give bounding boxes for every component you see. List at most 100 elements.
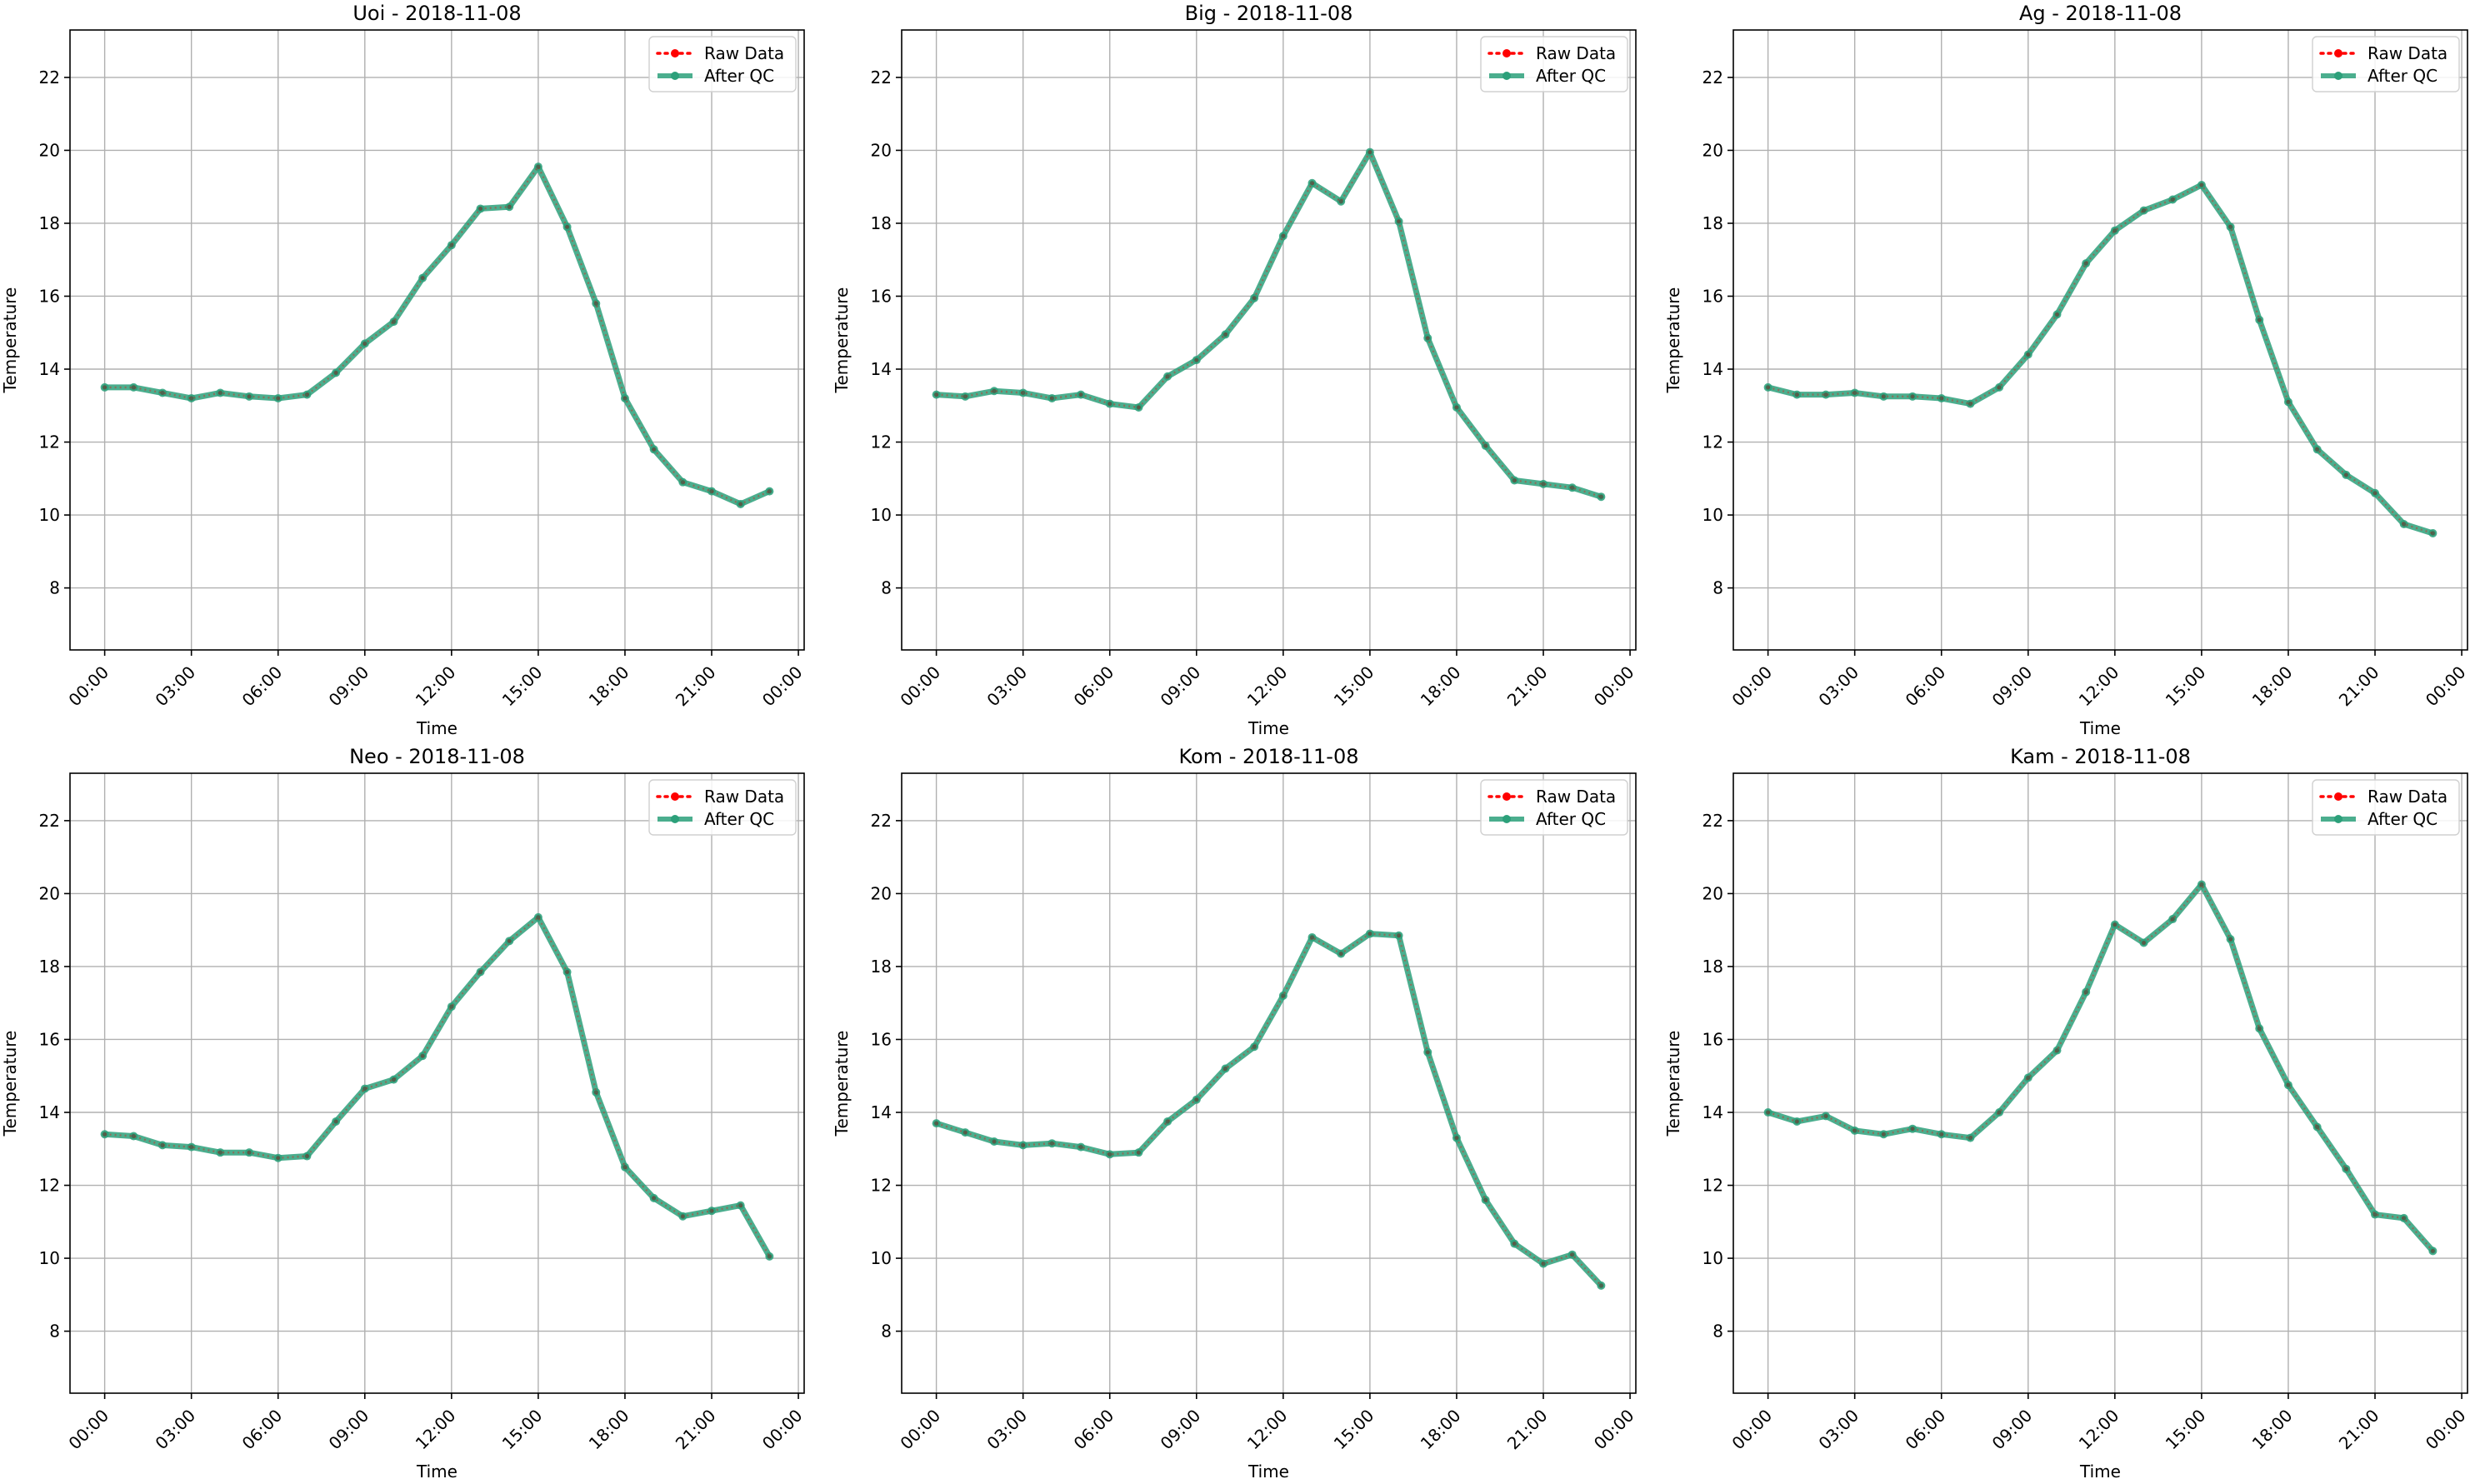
y-axis-label: Temperature [832,1031,852,1137]
data-point-raw-data [1396,219,1402,224]
x-tick-label: 09:00 [1157,662,1205,711]
x-axis-label: Time [2079,1462,2121,1482]
data-point-raw-data [1794,1119,1799,1124]
data-point-raw-data [247,394,252,399]
data-point-raw-data [2372,1212,2378,1217]
legend-label-raw-data: Raw Data [704,43,784,63]
y-axis-label: Temperature [0,1031,20,1137]
data-point-raw-data [2286,1082,2291,1087]
x-tick-label: 21:00 [1503,1406,1552,1454]
data-point-raw-data [391,319,397,324]
data-point-raw-data [1136,405,1142,410]
data-point-raw-data [536,164,541,169]
data-point-raw-data [478,969,483,975]
y-tick-label: 14 [39,359,60,379]
y-tick-label: 14 [39,1102,60,1122]
data-point-raw-data [1165,1119,1170,1124]
data-point-raw-data [652,1196,657,1201]
x-tick-label: 18:00 [1417,662,1465,711]
data-point-raw-data [767,1254,772,1259]
legend-marker-after-qc [671,815,679,823]
data-point-raw-data [2315,1124,2320,1130]
x-tick-label: 00:00 [896,662,944,711]
y-tick-label: 10 [39,1248,60,1268]
data-point-raw-data [1281,233,1286,238]
x-tick-label: 09:00 [1988,662,2037,711]
data-point-raw-data [1108,1152,1112,1157]
y-tick-label: 22 [39,811,60,831]
data-point-raw-data [1021,390,1026,396]
data-point-raw-data [1281,993,1286,998]
data-point-raw-data [2054,1048,2060,1053]
data-point-raw-data [1309,181,1315,186]
y-tick-label: 12 [39,1176,60,1196]
data-point-raw-data [1309,935,1315,940]
data-point-raw-data [2170,197,2175,202]
data-point-raw-data [2083,261,2088,266]
legend-marker-raw-data [1502,792,1511,801]
data-point-raw-data [1483,1197,1488,1202]
data-point-raw-data [1939,396,1944,401]
data-point-raw-data [1368,150,1372,155]
legend-label-after-qc: After QC [704,809,774,829]
data-point-raw-data [1512,1241,1517,1247]
data-point-raw-data [962,394,968,399]
y-tick-label: 16 [871,1029,892,1049]
x-tick-label: 12:00 [1243,1406,1292,1454]
series-line-after-qc [102,163,772,507]
data-point-raw-data [1852,1128,1858,1133]
x-tick-label: 00:00 [896,1406,944,1454]
data-point-raw-data [189,1144,194,1150]
axes-frame [901,29,1637,651]
x-tick-label: 15:00 [498,1406,547,1454]
legend-marker-raw-data [2334,792,2342,801]
data-point-raw-data [1823,1113,1828,1118]
data-point-raw-data [1968,401,1973,407]
data-point-raw-data [2430,1248,2435,1253]
data-point-raw-data [1078,1144,1083,1150]
data-point-raw-data [362,1086,368,1092]
series-line-raw-data [104,164,770,506]
series-line-after-qc [933,931,1604,1289]
data-point-raw-data [420,1053,425,1058]
y-tick-label: 18 [39,213,60,233]
x-tick-label: 00:00 [1590,662,1638,711]
data-point-raw-data [680,1214,685,1219]
y-tick-label: 20 [871,140,892,160]
x-tick-label: 18:00 [1417,1406,1465,1454]
y-tick-label: 20 [39,883,60,903]
x-tick-label: 00:00 [2422,662,2470,711]
legend-label-raw-data: Raw Data [704,787,784,807]
data-point-raw-data [1852,390,1858,396]
data-point-raw-data [2286,399,2291,404]
x-axis-label: Time [416,1462,458,1482]
data-point-raw-data [304,392,310,397]
data-point-raw-data [449,242,454,247]
x-tick-label: 06:00 [1070,1406,1118,1454]
y-tick-label: 8 [49,578,60,598]
data-point-raw-data [1136,1150,1142,1155]
y-tick-label: 16 [1702,286,1723,306]
data-point-raw-data [1194,357,1199,362]
series-line-after-qc [102,914,772,1260]
axes-frame [69,29,805,651]
data-point-raw-data [449,1004,454,1009]
y-axis-label: Temperature [1663,1031,1683,1137]
data-point-raw-data [738,502,743,507]
x-tick-label: 21:00 [672,1406,720,1454]
data-point-raw-data [2228,224,2233,229]
x-tick-label: 00:00 [758,662,807,711]
series-line-raw-data [936,149,1602,498]
data-point-raw-data [2257,317,2262,322]
data-point-raw-data [507,204,512,209]
y-tick-label: 10 [1702,505,1723,525]
data-point-raw-data [1454,1136,1459,1141]
x-tick-label: 03:00 [1814,1406,1862,1454]
data-point-raw-data [420,276,425,281]
legend-label-after-qc: After QC [1536,809,1606,829]
data-point-raw-data [1794,392,1799,397]
x-tick-label: 06:00 [1902,1406,1950,1454]
data-point-raw-data [1454,405,1459,410]
data-point-raw-data [1541,1262,1546,1267]
